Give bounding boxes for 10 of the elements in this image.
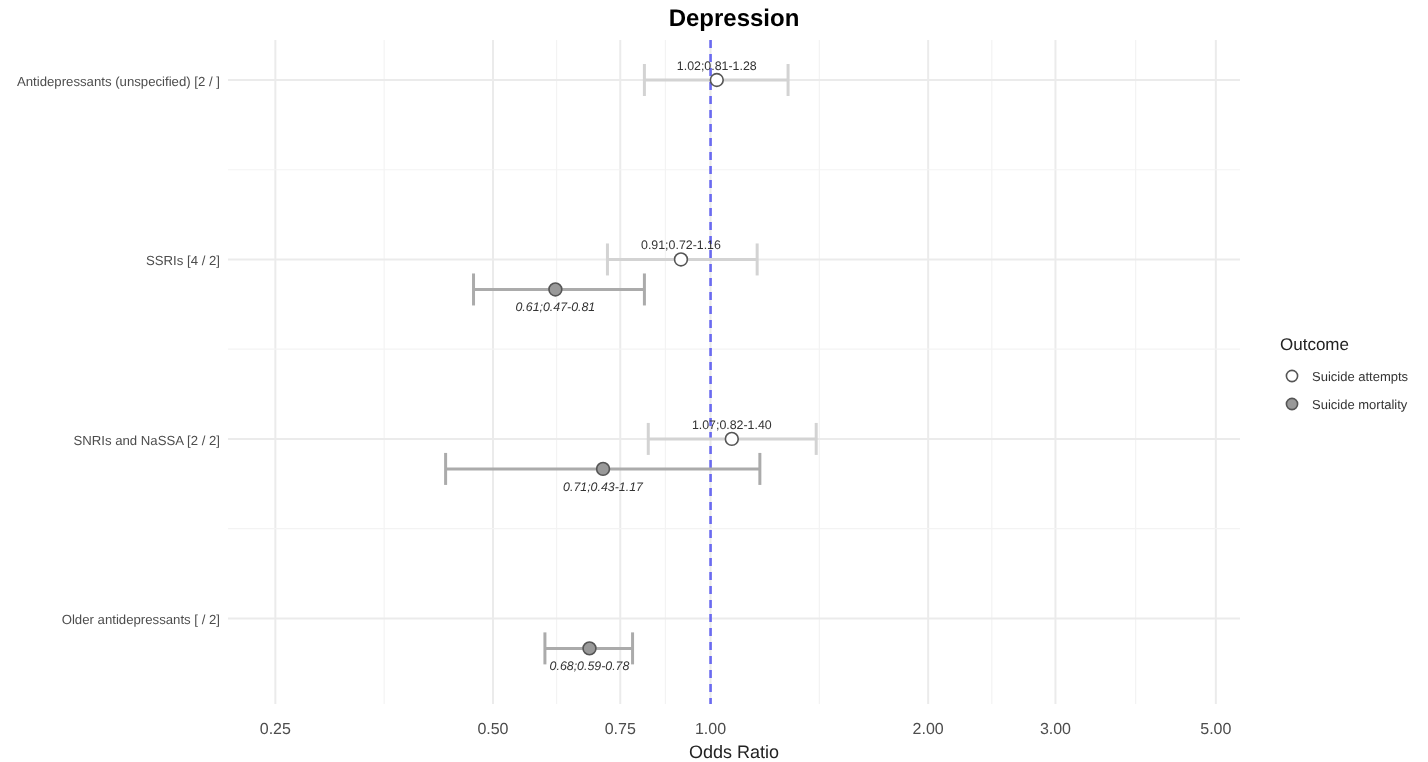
x-tick-label: 0.25 [259, 720, 293, 738]
x-tick-label: 0.75 [604, 720, 637, 738]
chart-title: Depression [668, 4, 800, 32]
x-tick-label: 3.00 [1039, 720, 1073, 738]
x-tick-label: 2.00 [912, 720, 945, 738]
x-tick-label: 1.00 [694, 720, 728, 738]
x-axis-title: Odds Ratio [688, 742, 780, 762]
x-tick-label: 0.50 [477, 720, 510, 738]
x-tick-label: 5.00 [1200, 720, 1233, 738]
legend-title: Outcome [1280, 334, 1350, 354]
